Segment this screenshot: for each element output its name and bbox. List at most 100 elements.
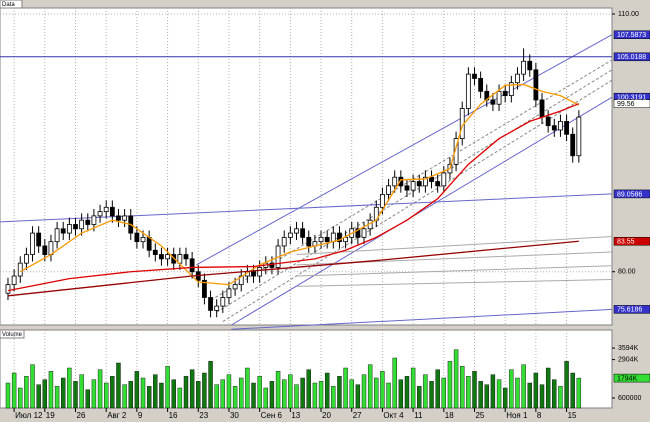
candle-body [429, 176, 434, 182]
trend-line [296, 278, 613, 287]
price-badge [613, 99, 650, 108]
volume-badge-label: 1794K [617, 375, 638, 382]
volume-bar [153, 374, 158, 409]
x-tick-label: 27 [353, 411, 362, 420]
candle-body [232, 284, 238, 290]
volume-bar [275, 371, 281, 409]
trend-line [0, 193, 613, 223]
candle-body [269, 262, 275, 268]
volume-bar [110, 376, 115, 409]
volume-bar [502, 387, 508, 409]
candle-body [30, 232, 35, 255]
candle-body [66, 224, 72, 234]
candle-body [453, 138, 459, 165]
trend-line [196, 34, 613, 266]
volume-bar [466, 376, 471, 409]
candle-body [73, 224, 78, 230]
candle-body [5, 284, 11, 294]
price-panel [0, 7, 613, 326]
candle-body [36, 232, 42, 247]
volume-bar [361, 374, 367, 409]
candle-body [564, 120, 569, 135]
candle-body [189, 258, 195, 273]
candle-body [140, 236, 146, 243]
volume-bar [423, 374, 428, 409]
volume-bar [61, 377, 66, 409]
volume-bar [79, 374, 84, 409]
volume-bar [103, 382, 109, 409]
volume-bar [380, 371, 385, 409]
candle-body [183, 254, 189, 260]
x-tick-label: 23 [199, 411, 208, 420]
volume-bar [257, 376, 262, 409]
candle-body [165, 254, 170, 260]
panel-title: Data [2, 2, 15, 8]
volume-bar [73, 381, 78, 409]
candle-body [202, 279, 207, 298]
candle-body [85, 219, 91, 225]
candle-body [465, 73, 471, 109]
volume-bar [484, 384, 489, 409]
candle-body [539, 99, 545, 118]
volume-bar [140, 377, 146, 409]
price-badge-label: 75.6186 [617, 307, 642, 314]
volume-bar [11, 372, 17, 409]
candle-body [60, 228, 66, 234]
price-badge-label: 107.5873 [617, 32, 646, 39]
volume-bar [576, 377, 582, 409]
y-tick-label: 2904K [618, 356, 639, 363]
candle-body [472, 73, 477, 79]
x-tick-label: Авг 2 [107, 411, 127, 420]
volume-bar [527, 382, 532, 409]
candle-body [496, 90, 502, 105]
volume-bar [404, 376, 410, 409]
candle-body [324, 236, 330, 243]
candle-body [17, 262, 23, 277]
volume-bar [300, 377, 305, 409]
x-tick-label: Ноя 1 [506, 411, 528, 420]
candle-body [422, 176, 428, 187]
candle-body [398, 176, 404, 187]
volume-bar [410, 367, 416, 409]
candle-body [410, 181, 416, 191]
volume-bar [239, 377, 244, 409]
candle-body [318, 236, 324, 243]
price-badge [613, 189, 650, 199]
candle-body [48, 241, 54, 255]
trend-line [231, 308, 613, 330]
volume-bar [570, 372, 575, 409]
volume-bar [294, 384, 299, 409]
candle-body [527, 60, 533, 71]
volume-bar [392, 357, 397, 409]
y-tick-label: 80.00 [618, 269, 636, 276]
candle-body [515, 73, 520, 84]
candle-body [152, 249, 158, 255]
trend-line [296, 265, 613, 277]
volume-bar [558, 386, 563, 409]
x-tick-label: Сен 6 [261, 411, 283, 420]
volume-bar [453, 349, 459, 409]
volume-bar [18, 387, 23, 409]
trend-line [216, 69, 613, 313]
x-tick-label: 15 [568, 411, 577, 420]
volume-bar [30, 364, 35, 409]
volume-bar [122, 384, 127, 409]
candle-body [91, 215, 97, 225]
price-badge [613, 305, 650, 314]
volume-bar [134, 371, 140, 409]
indicator-line [19, 83, 580, 286]
y-tick-label: 3594K [618, 345, 639, 352]
volume-bar [533, 372, 539, 409]
candle-body [116, 215, 121, 221]
volume-bar [48, 371, 54, 409]
volume-bar [564, 361, 569, 409]
candle-body [521, 60, 527, 75]
candle-body [306, 236, 312, 247]
candle-body [251, 271, 256, 277]
trend-line [231, 96, 613, 326]
candle-body [380, 194, 385, 208]
x-tick-label: 26 [77, 411, 86, 420]
candle-body [287, 232, 293, 238]
candle-body [122, 215, 128, 221]
x-tick-label: Июл 12 [15, 411, 43, 420]
